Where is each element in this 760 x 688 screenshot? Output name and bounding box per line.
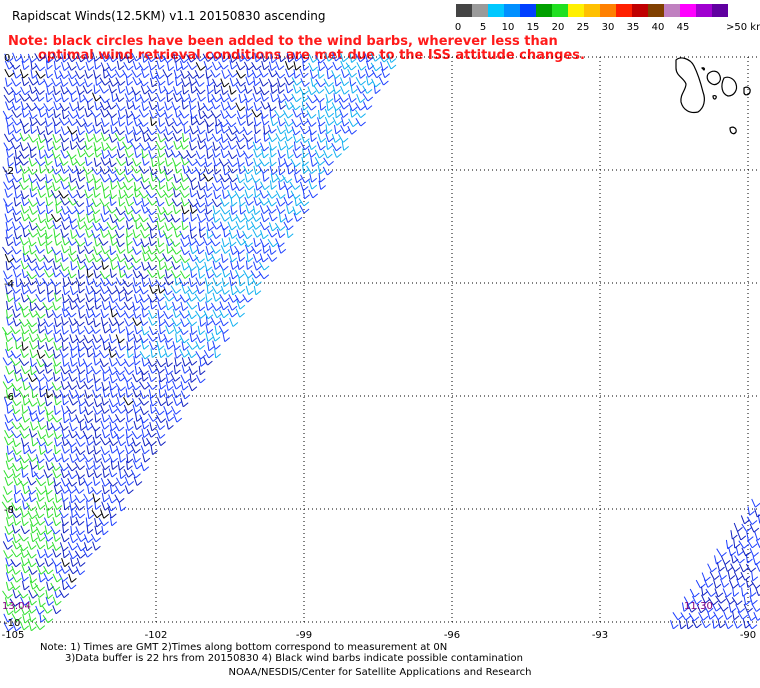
legend-swatch — [488, 4, 504, 17]
legend-label: 30 — [601, 22, 615, 33]
wind-speed-legend: 0 5 10 15 20 25 30 35 40 45 >50 knots — [455, 4, 760, 33]
longitude-tick: -102 — [145, 630, 168, 641]
legend-swatch — [520, 4, 536, 17]
legend-swatch — [568, 4, 584, 17]
latitude-tick: -8 — [4, 505, 14, 516]
longitude-tick: -96 — [444, 630, 460, 641]
legend-label: 5 — [479, 22, 487, 33]
legend-swatch — [712, 4, 728, 17]
longitude-tick: -99 — [296, 630, 312, 641]
galapagos-coastline — [675, 57, 751, 135]
longitude-tick-labels: -105 -102 -99 -96 -93 -90 — [2, 630, 757, 641]
swath-time-left: 13:04 — [2, 601, 31, 612]
footnotes: Note: 1) Times are GMT 2)Times along bot… — [40, 642, 523, 664]
legend-swatch — [632, 4, 648, 17]
legend-swatch — [616, 4, 632, 17]
wind-barb-set — [4, 61, 302, 583]
latitude-tick: -4 — [4, 279, 14, 290]
latitude-tick: -10 — [4, 618, 20, 629]
map-title: Rapidscat Winds(12.5KM) v1.1 20150830 as… — [12, 9, 326, 23]
legend-max-label: >50 knots — [726, 22, 760, 33]
longitude-tick: -105 — [2, 630, 25, 641]
legend-color-bar — [456, 4, 728, 17]
wind-barb-set — [126, 52, 397, 360]
legend-label: 15 — [526, 22, 540, 33]
longitude-tick: -93 — [592, 630, 608, 641]
wind-barb-set — [2, 52, 760, 630]
longitude-tick: -90 — [740, 630, 756, 641]
legend-swatch — [648, 4, 664, 17]
legend-label: 0 — [454, 22, 462, 33]
legend-swatch — [504, 4, 520, 17]
legend-label: 40 — [651, 22, 665, 33]
footnote-line-2: 3)Data buffer is 22 hrs from 20150830 4)… — [65, 653, 523, 664]
latitude-tick: -6 — [4, 392, 14, 403]
latitude-tick: -2 — [4, 166, 14, 177]
legend-swatch — [552, 4, 568, 17]
legend-label: 20 — [551, 22, 565, 33]
legend-label: 25 — [576, 22, 590, 33]
wind-barbs — [1, 52, 760, 632]
legend-swatch — [536, 4, 552, 17]
swath-time-right: 11:30 — [684, 601, 713, 612]
legend-label: 45 — [676, 22, 690, 33]
legend-swatch — [696, 4, 712, 17]
legend-label: 35 — [626, 22, 640, 33]
legend-swatch — [472, 4, 488, 17]
legend-label: 10 — [501, 22, 515, 33]
wind-barb-set — [2, 52, 760, 632]
note-line-1: Note: black circles have been added to t… — [8, 34, 558, 49]
map-grid — [0, 56, 760, 623]
legend-swatch — [456, 4, 472, 17]
legend-swatch — [584, 4, 600, 17]
legend-swatch — [664, 4, 680, 17]
credit-line: NOAA/NESDIS/Center for Satellite Applica… — [228, 667, 532, 678]
footnote-line-1: Note: 1) Times are GMT 2)Times along bot… — [40, 642, 448, 653]
latitude-tick-labels: 0 -2 -4 -6 -8 -10 — [4, 53, 20, 629]
legend-swatch — [600, 4, 616, 17]
latitude-tick: 0 — [4, 53, 10, 64]
wind-barb-set — [1, 132, 191, 632]
legend-swatch — [680, 4, 696, 17]
